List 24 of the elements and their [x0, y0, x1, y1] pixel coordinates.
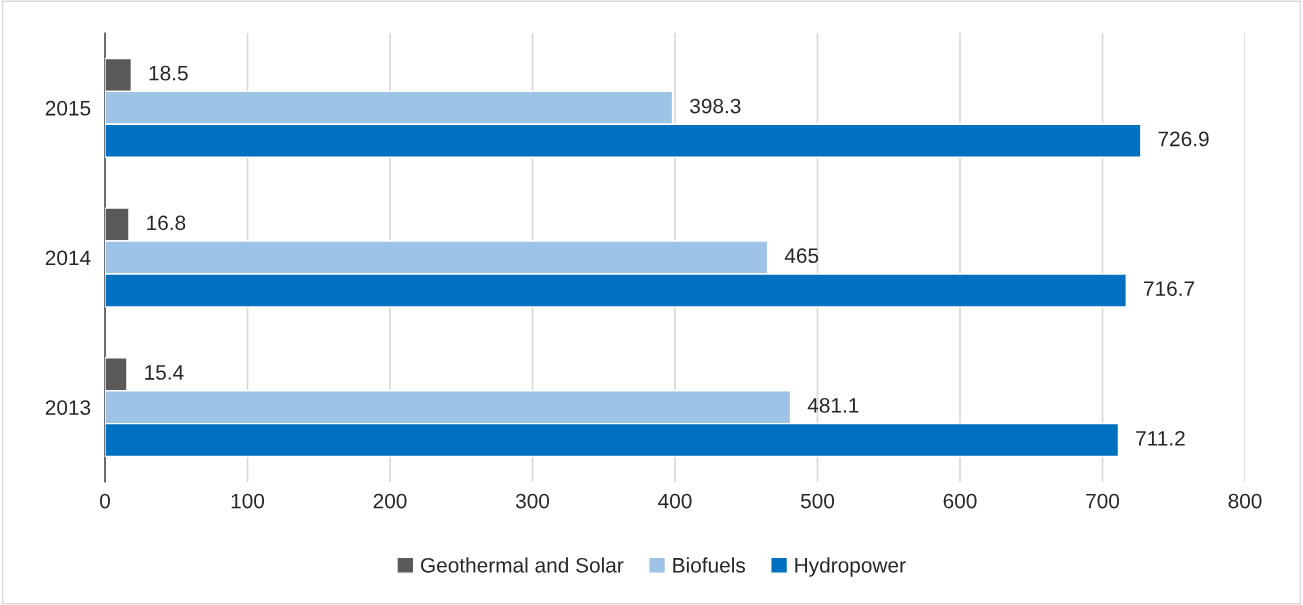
- y-tick-label: 2015: [45, 100, 91, 116]
- data-label: 18.5: [149, 65, 188, 81]
- x-tick-label: 0: [100, 493, 110, 509]
- x-tick-label: 600: [943, 493, 977, 509]
- x-tick-label: 400: [658, 493, 692, 509]
- y-tick-label: 2014: [45, 250, 91, 266]
- data-label: 15.4: [145, 365, 184, 380]
- legend-label: Biofuels: [673, 557, 746, 573]
- legend-label: Geothermal and Solar: [420, 557, 624, 573]
- data-label: 16.8: [147, 215, 186, 231]
- data-label: 465: [784, 248, 819, 264]
- y-tick-label: 2013: [45, 400, 91, 415]
- x-tick-label: 300: [515, 493, 550, 509]
- x-tick-label: 700: [1086, 493, 1120, 509]
- data-label: 481.1: [807, 398, 859, 413]
- data-label: 716.7: [1144, 281, 1195, 297]
- data-label: 711.2: [1136, 430, 1185, 446]
- data-label: 398.3: [690, 98, 741, 114]
- x-tick-label: 500: [800, 493, 835, 509]
- data-label: 726.9: [1158, 131, 1209, 147]
- legend-label: Hydropower: [795, 557, 906, 577]
- x-tick-label: 800: [1228, 493, 1262, 509]
- x-tick-label: 100: [231, 493, 265, 509]
- x-tick-label: 200: [373, 493, 407, 509]
